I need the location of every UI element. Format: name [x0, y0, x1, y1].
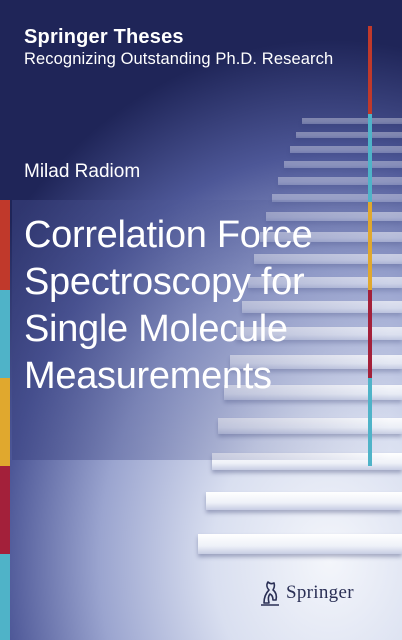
- stair-step: [302, 118, 402, 124]
- book-title-line: Correlation Force: [24, 214, 313, 256]
- right-color-line: [368, 26, 372, 466]
- publisher-name: Springer: [286, 582, 354, 603]
- series-subtitle: Recognizing Outstanding Ph.D. Research: [24, 50, 334, 68]
- left-color-strip: [0, 200, 10, 640]
- stair-step: [272, 194, 402, 202]
- series-title: Springer Theses: [24, 26, 184, 48]
- title-band: [12, 200, 390, 460]
- book-title-line: Single Molecule: [24, 308, 288, 350]
- stair-step: [206, 492, 402, 510]
- springer-horse-icon: [261, 581, 279, 606]
- book-title-line: Measurements: [24, 355, 272, 397]
- stair-step: [278, 177, 402, 185]
- stair-step: [290, 146, 402, 153]
- stair-step: [198, 534, 402, 554]
- author-name: Milad Radiom: [24, 161, 141, 182]
- publisher-logo: Springer: [258, 578, 354, 608]
- book-title-line: Spectroscopy for: [24, 261, 305, 303]
- stair-step: [284, 161, 402, 168]
- stair-step: [296, 132, 402, 138]
- book-title: Correlation Force Spectroscopy for Singl…: [24, 212, 364, 400]
